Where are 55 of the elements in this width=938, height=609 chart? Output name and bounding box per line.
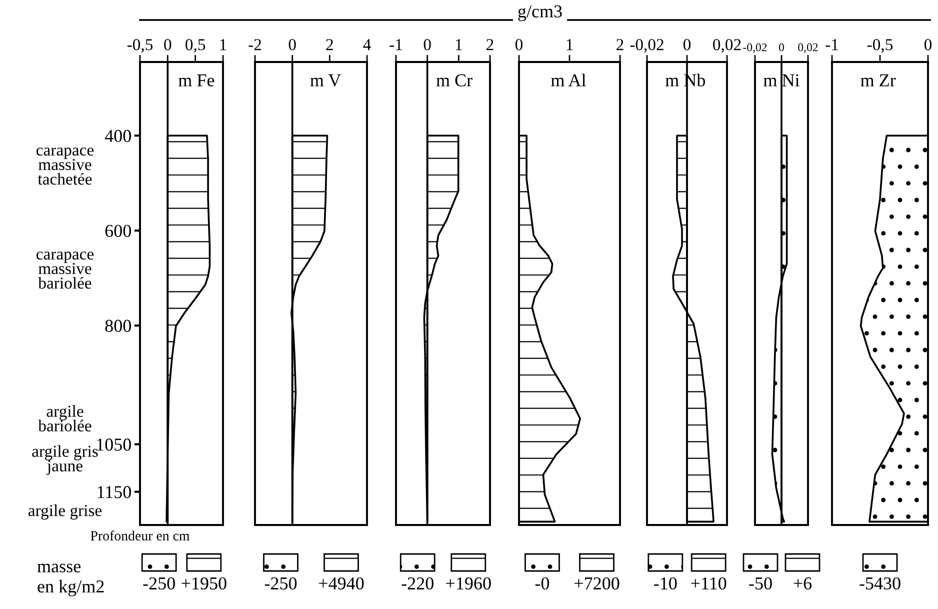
text: +4940 [318, 577, 364, 590]
text: argile grise [28, 504, 102, 520]
text: m Zr [860, 74, 896, 86]
x-tick-label: 0,02 [713, 39, 741, 53]
x-tick-label: 0 [164, 39, 172, 50]
y-tick-label: 1050 [97, 438, 131, 451]
x-tick-label: -0,02 [630, 39, 664, 53]
text: -250 [264, 577, 297, 590]
x-tick-label: 0 [424, 39, 431, 50]
x-tick-label: 1 [566, 39, 573, 50]
text: +6 [794, 577, 812, 590]
y-tick-label: 1150 [98, 486, 131, 498]
text: -220 [402, 577, 434, 590]
x-tick-label: 4 [363, 39, 371, 50]
x-tick-label: -2 [248, 39, 262, 50]
x-tick-label: -1 [390, 39, 402, 50]
x-tick-label: 1 [456, 39, 462, 50]
x-tick-label: -0,5 [127, 39, 153, 53]
x-tick-label: 2 [326, 39, 333, 50]
x-tick-label: 0 [924, 39, 932, 50]
text: +7200 [574, 577, 620, 590]
text: -50 [749, 577, 772, 590]
x-tick-label: -1 [826, 39, 838, 50]
x-tick-label: 2 [616, 39, 624, 50]
y-tick-label: 800 [105, 320, 131, 332]
text: argile bariolée [38, 405, 92, 432]
x-tick-label: 0 [683, 39, 691, 50]
text: carapace massive bariolée [36, 252, 94, 289]
text: carapace massive tachetée [36, 148, 94, 185]
y-tick-label: 600 [105, 224, 131, 238]
y-tick-label: 400 [104, 130, 131, 142]
x-tick-label: 1 [220, 39, 226, 50]
x-tick-label: 0 [779, 43, 784, 52]
text: m Fe [178, 74, 214, 86]
text: +1950 [182, 577, 226, 590]
text: m Cr [436, 74, 472, 86]
x-tick-label: -0,02 [743, 43, 767, 53]
x-tick-label: 2 [486, 39, 494, 50]
chart-title: m Al [551, 74, 586, 86]
x-tick-label: 0 [288, 39, 296, 50]
text: +110 [691, 577, 726, 590]
text: argile gris jaune [32, 445, 98, 475]
x-tick-label: 0,02 [798, 43, 818, 53]
legend-title: masse en kg/m2 [37, 564, 104, 596]
text: -10 [654, 577, 677, 590]
text: m V [310, 74, 341, 87]
y-axis-title: Profondeur en cm [90, 530, 190, 540]
text: -250 [143, 577, 175, 590]
x-tick-label: 0,5 [186, 39, 206, 53]
text: +1960 [446, 577, 491, 590]
x-tick-label: -0,5 [867, 39, 893, 53]
text: -0 [535, 577, 550, 590]
x-tick-label: 0 [515, 39, 523, 50]
text: g/cm3 [518, 5, 562, 22]
text: -5430 [860, 577, 900, 590]
